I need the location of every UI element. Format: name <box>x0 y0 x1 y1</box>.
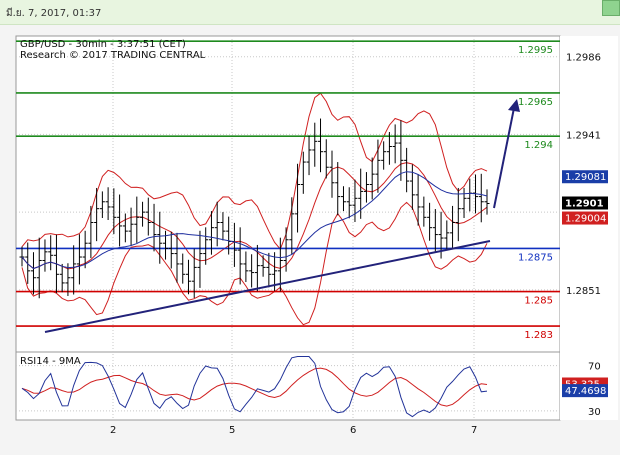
x-tick-label: 2 <box>110 425 116 436</box>
y-tick-label: 1.2986 <box>566 53 601 64</box>
bb-tag: 1.29004 <box>565 214 606 225</box>
rsi-value-tag-bg <box>562 384 608 398</box>
rsi-layer <box>21 356 488 418</box>
trend-line <box>44 240 491 333</box>
rsi-title: RSI14 - 9MA <box>20 356 81 367</box>
ma-layer <box>21 171 488 270</box>
rsi-tick-label: 30 <box>588 407 601 418</box>
price-tag: 1.2901 <box>565 198 604 209</box>
levels-layer: 1.2995 1.2965 1.294 1.2875 1.285 1.283 <box>16 40 560 341</box>
header-bar: มี.ย. 7, 2017, 01:37 <box>0 0 620 25</box>
x-tick-label: 5 <box>229 425 235 436</box>
bb-tag-bg <box>562 211 608 225</box>
level-label-pivot-high: 1.294 <box>524 140 553 151</box>
ma-tag: 1.29081 <box>565 172 606 183</box>
ma-tag-bg <box>562 170 608 184</box>
y-axis-area <box>560 36 618 420</box>
rsi-value-tag: 47.4698 <box>565 386 606 397</box>
y-tick-label: 1.2941 <box>566 130 601 141</box>
level-label-resistance-1: 1.2965 <box>518 97 553 108</box>
rsi-plot-frame <box>15 351 561 421</box>
rsi-line <box>21 356 488 418</box>
chart-title: GBP/USD - 30min - 3:37:51 (CET) <box>20 39 186 50</box>
price-tag-bg <box>562 196 608 210</box>
bollinger-lower <box>21 201 488 326</box>
candles-layer <box>19 118 490 299</box>
grid-layer <box>16 36 560 420</box>
header-datetime: มี.ย. 7, 2017, 01:37 <box>6 8 102 19</box>
level-label-support-1: 1.285 <box>524 296 553 307</box>
x-tick-label: 7 <box>471 425 477 436</box>
bollinger-upper <box>21 92 488 251</box>
projection-arrow-shaft <box>493 107 515 209</box>
projection-arrowhead <box>508 99 520 112</box>
level-label-pivot: 1.2875 <box>518 252 553 263</box>
chart-subtitle: Research © 2017 TRADING CENTRAL <box>20 50 206 61</box>
axis-layer: 1.2851 1.2941 1.2986 2 5 6 7 1.29081 1.2901 1.290… <box>110 53 608 436</box>
y-tick-label: 1.2851 <box>566 286 601 297</box>
x-tick-label: 6 <box>350 425 356 436</box>
moving-average-line <box>21 171 488 270</box>
rsi-signal-line <box>21 367 488 407</box>
trend-layer <box>44 99 520 333</box>
level-label-resistance-2: 1.2995 <box>518 45 553 56</box>
rsi-tick-label: 70 <box>588 362 601 373</box>
level-label-support-2: 1.283 <box>524 330 553 341</box>
